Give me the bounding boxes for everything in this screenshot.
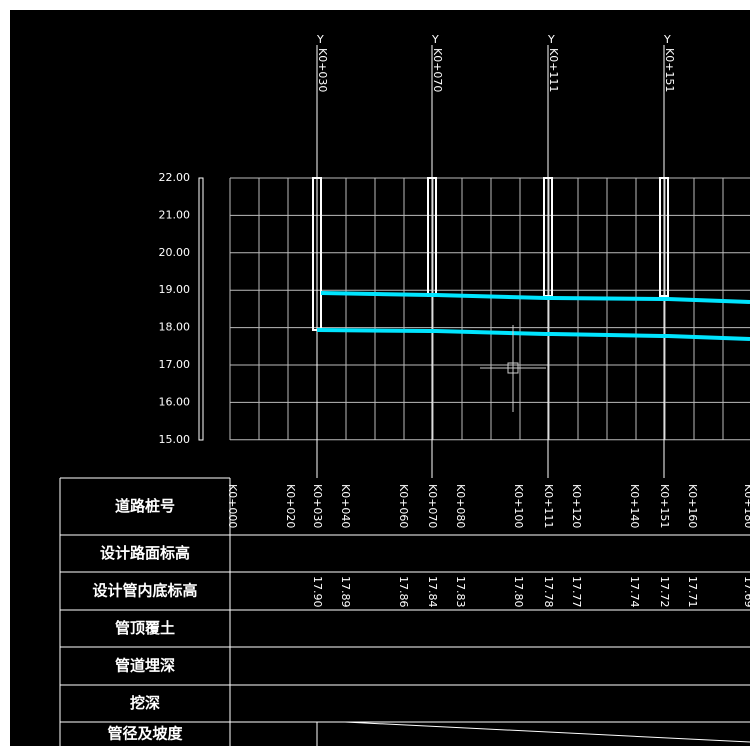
invert-elevation: 17.72 bbox=[658, 576, 671, 608]
axis-label: 16.00 bbox=[159, 395, 191, 408]
invert-elevation: 17.86 bbox=[397, 576, 410, 608]
invert-elevation: 17.80 bbox=[512, 576, 525, 608]
axis-label: 17.00 bbox=[159, 358, 191, 371]
axis-label: 19.00 bbox=[159, 283, 191, 296]
invert-elevation: 17.83 bbox=[454, 576, 467, 608]
axis-label: 21.00 bbox=[159, 208, 191, 221]
pipe-bottom bbox=[316, 328, 750, 341]
manhole-marker: Y bbox=[316, 33, 324, 46]
canvas-bg bbox=[10, 10, 750, 746]
axis-label: 22.00 bbox=[159, 171, 191, 184]
manhole-marker: Y bbox=[547, 33, 555, 46]
station-label: K0+080 bbox=[454, 484, 467, 528]
row-header: 道路桩号 bbox=[115, 497, 175, 515]
grade-slope bbox=[344, 721, 750, 743]
row-header: 管顶覆土 bbox=[115, 619, 175, 637]
row-header: 设计管内底标高 bbox=[92, 582, 197, 600]
manhole-label: K0+151 bbox=[663, 48, 676, 92]
invert-elevation: 17.77 bbox=[570, 576, 583, 608]
row-header: 管径及坡度 bbox=[107, 725, 183, 743]
station-label: K0+020 bbox=[284, 484, 297, 528]
drawing: 22.00 21.00 20.00 19.00 18.00 17.00 16.00 15.00… bbox=[59, 33, 750, 746]
station-label: K0+120 bbox=[570, 484, 583, 528]
manhole-marker: Y bbox=[431, 33, 439, 46]
axis-label: 15.00 bbox=[159, 433, 191, 446]
invert-elevation: 17.89 bbox=[339, 576, 352, 608]
row-header: 挖深 bbox=[130, 694, 160, 712]
station-label: K0+140 bbox=[628, 484, 641, 528]
invert-elevation: 17.84 bbox=[426, 576, 439, 608]
station-label: K0+030 bbox=[311, 484, 324, 528]
station-label: K0+160 bbox=[686, 484, 699, 528]
invert-elevation: 17.71 bbox=[686, 576, 699, 608]
manhole-label: K0+070 bbox=[431, 48, 444, 92]
invert-elevation: 17.69 bbox=[742, 576, 750, 608]
station-label: K0+151 bbox=[658, 484, 671, 528]
manhole-label: K0+111 bbox=[547, 48, 560, 92]
station-label: K0+100 bbox=[512, 484, 525, 528]
manhole-marker: Y bbox=[663, 33, 671, 46]
station-label: K0+180 bbox=[742, 484, 750, 528]
station-label: K0+111 bbox=[542, 484, 555, 528]
axis-label: 20.00 bbox=[159, 246, 191, 259]
station-label: K0+040 bbox=[339, 484, 352, 528]
invert-elevation: 17.90 bbox=[311, 576, 324, 608]
manhole bbox=[659, 177, 669, 297]
manhole-label: K0+030 bbox=[316, 48, 329, 92]
station-label: K0+070 bbox=[426, 484, 439, 528]
invert-elevation: 17.78 bbox=[542, 576, 555, 608]
pipe-top bbox=[320, 291, 750, 304]
station-label: K0+000 bbox=[226, 484, 239, 528]
axis-label: 18.00 bbox=[159, 321, 191, 334]
row-header: 管道埋深 bbox=[115, 657, 175, 675]
row-header: 设计路面标高 bbox=[100, 544, 190, 562]
station-label: K0+060 bbox=[397, 484, 410, 528]
cursor-box bbox=[507, 362, 519, 374]
scale-bar bbox=[198, 177, 204, 441]
invert-elevation: 17.74 bbox=[628, 576, 641, 608]
